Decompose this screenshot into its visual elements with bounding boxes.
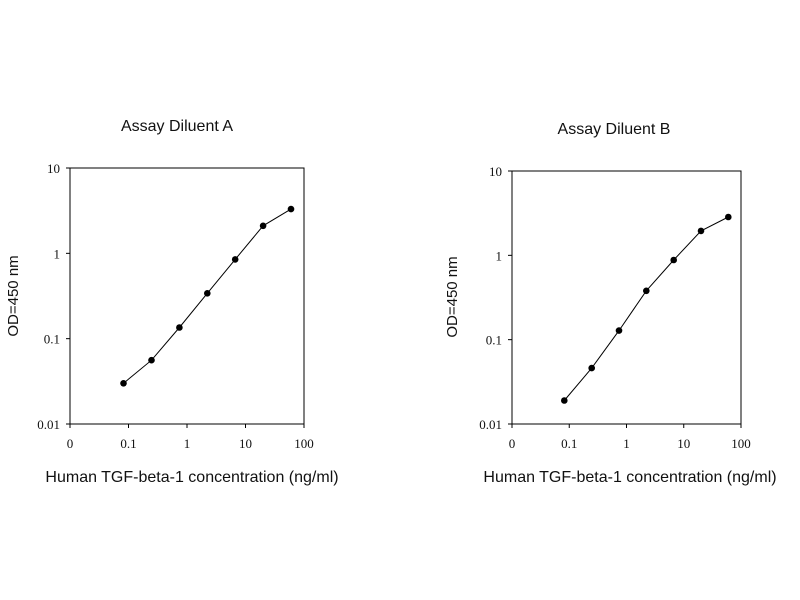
data-point [725, 213, 732, 221]
data-point [259, 222, 267, 230]
data-point [120, 380, 127, 387]
data-point [670, 256, 677, 264]
x-tick-label: 1 [184, 436, 191, 451]
chart-title: Assay Diluent A [121, 118, 233, 135]
data-point [643, 287, 650, 295]
x-tick-label: 10 [239, 436, 252, 451]
x-tick-label: 0.1 [120, 436, 136, 451]
data-point [697, 227, 705, 235]
x-tick-label: 10 [677, 436, 690, 451]
x-tick-label: 1 [623, 436, 630, 451]
chart-assay-diluent-a: Assay Diluent A Human TGF-beta-1 concent… [5, 118, 339, 486]
plot-frame [69, 167, 305, 425]
data-point [615, 327, 623, 334]
data-point [204, 290, 211, 297]
data-point [231, 256, 239, 263]
x-tick-label: 100 [731, 436, 751, 451]
y-tick-label: 1 [496, 248, 503, 263]
y-tick-label: 0.01 [479, 417, 502, 432]
data-point [287, 205, 295, 213]
y-axis-label: OD=450 nm [5, 255, 22, 336]
data-point [148, 356, 155, 364]
y-tick-label: 10 [47, 161, 60, 176]
y-tick-label: 10 [489, 164, 502, 179]
data-point [588, 364, 595, 372]
x-tick-label: 0.1 [561, 436, 577, 451]
series-line [563, 216, 729, 401]
x-tick-label: 100 [294, 436, 314, 451]
y-tick-label: 0.1 [486, 333, 502, 348]
chart-title: Assay Diluent B [558, 121, 671, 138]
x-tick-label: 0 [509, 436, 516, 451]
x-axis-label: Human TGF-beta-1 concentration (ng/ml) [45, 469, 338, 486]
x-tick-label: 0 [67, 436, 74, 451]
x-axis-label: Human TGF-beta-1 concentration (ng/ml) [483, 469, 776, 486]
data-point [176, 324, 183, 331]
plot-frame [511, 170, 742, 425]
y-tick-label: 0.01 [37, 417, 60, 432]
chart-assay-diluent-b: Assay Diluent B Human TGF-beta-1 concent… [444, 121, 777, 486]
y-tick-label: 1 [54, 246, 61, 261]
y-tick-label: 0.1 [44, 332, 60, 347]
y-axis-label: OD=450 nm [444, 256, 461, 337]
data-point [561, 397, 568, 404]
